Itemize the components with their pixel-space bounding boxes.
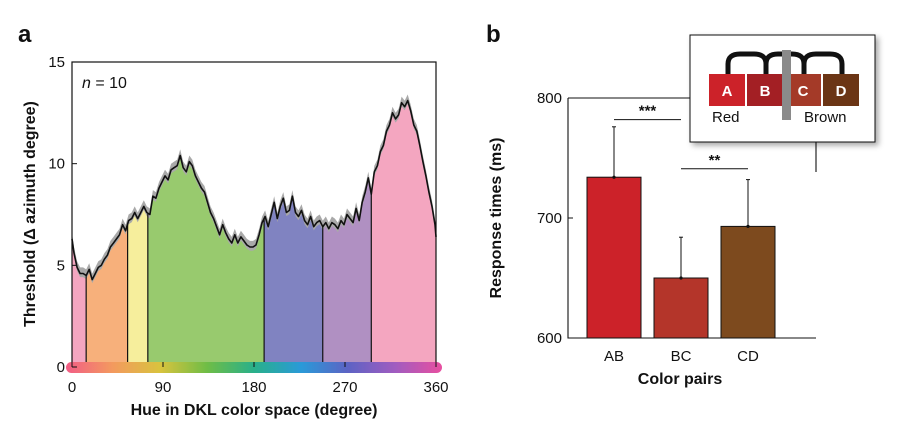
inset-patch-d: [823, 74, 859, 106]
x-tick-label-a-1: 90: [155, 379, 172, 396]
bar-cd: [720, 225, 776, 339]
x-axis-label-a: Hue in DKL color space (degree): [131, 402, 378, 419]
y-axis-label-b: Response times (ms): [488, 138, 505, 299]
bars: AB BC CD: [586, 126, 776, 365]
hue-region-3: [147, 100, 265, 367]
bar-ab: [586, 176, 642, 339]
hue-region-0: [72, 100, 87, 367]
y-tick-label-b-0: 600: [537, 330, 562, 347]
inset-patch-label-a: A: [722, 83, 733, 100]
x-tick-label-b-2: CD: [737, 348, 759, 365]
panel-label-a: a: [18, 21, 32, 48]
bar-bc: [653, 277, 709, 339]
category-boundary: [782, 50, 791, 120]
x-axis-label-b: Color pairs: [638, 371, 723, 388]
x-tick-label-b-0: AB: [604, 348, 624, 365]
threshold-chart: 0 90 180 270 360 0 5 10 15 n = 10 Hue in DKL col…: [22, 54, 449, 419]
y-tick-label-a-0: 0: [57, 359, 65, 376]
hue-regions: [72, 100, 436, 367]
significance-label-1: **: [709, 152, 721, 169]
y-tick-label-b-1: 700: [537, 210, 562, 227]
panel-label-b: b: [486, 21, 501, 48]
group-label-red: Red: [712, 109, 740, 126]
y-tick-label-a-3: 15: [48, 54, 65, 71]
axis-ticks-b: 600 700 800: [537, 90, 573, 347]
hue-color-bar: [66, 362, 442, 373]
significance-brackets: *****: [614, 103, 748, 170]
group-label-brown: Brown: [804, 109, 847, 126]
threshold-line: [71, 99, 437, 281]
inset-patch-b: [747, 74, 783, 106]
axis-ticks-a: 0 90 180 270 360 0 5 10 15: [48, 54, 448, 396]
y-axis-label-a: Threshold (Δ azimuth degree): [22, 101, 39, 327]
color-category-inset: A B C D Red Brown: [689, 34, 876, 143]
hue-region-4: [264, 100, 323, 367]
x-tick-label-a-4: 360: [423, 379, 448, 396]
y-tick-label-a-2: 10: [48, 156, 65, 173]
significance-label-0: ***: [639, 103, 657, 120]
inset-patch-label-b: B: [760, 83, 771, 100]
x-tick-label-b-1: BC: [671, 348, 692, 365]
inset-patches: A B C D: [709, 74, 859, 106]
hue-region-1: [86, 100, 128, 367]
x-tick-label-a-2: 180: [241, 379, 266, 396]
inset-patch-label-c: C: [798, 83, 809, 100]
y-tick-label-b-2: 800: [537, 90, 562, 107]
n-annotation: n = 10: [82, 75, 127, 92]
x-tick-label-a-3: 270: [332, 379, 357, 396]
inset-patch-label-d: D: [836, 83, 847, 100]
inset-patch-a: [709, 74, 745, 106]
x-tick-label-a-0: 0: [68, 379, 76, 396]
region-dividers: [85, 194, 372, 367]
y-tick-label-a-1: 5: [57, 257, 65, 274]
